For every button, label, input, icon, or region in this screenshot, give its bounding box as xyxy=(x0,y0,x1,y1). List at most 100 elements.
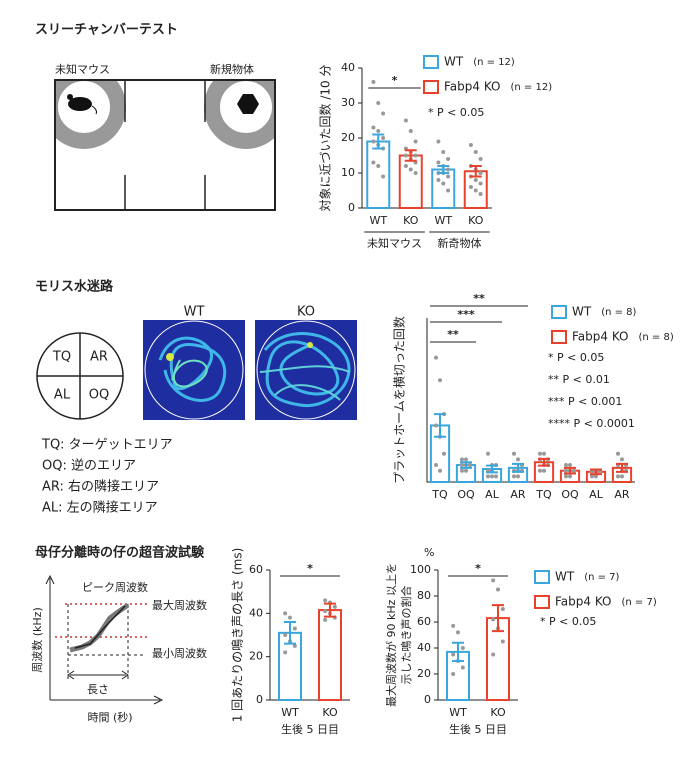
axis-label: 周波数 (kHz) xyxy=(31,607,44,673)
y-tick-label: 0 xyxy=(348,201,355,214)
bar xyxy=(366,140,391,209)
data-point xyxy=(516,457,520,462)
y-axis-label: 対象に近づいた回数 /10 分 xyxy=(318,65,333,212)
data-point xyxy=(323,609,328,614)
data-point xyxy=(438,378,442,383)
data-point xyxy=(563,468,568,473)
heatmap-label: KO xyxy=(297,305,315,320)
y-tick-label: 60 xyxy=(417,615,431,628)
error-bar xyxy=(564,466,576,475)
data-point xyxy=(563,474,568,479)
y-tick-label: 20 xyxy=(341,131,355,144)
legend-swatch xyxy=(534,595,550,609)
quadrant-label: AR xyxy=(90,350,108,365)
data-point xyxy=(459,468,464,473)
group-label: 未知マウス xyxy=(367,236,422,250)
label: 最大周波数 xyxy=(152,598,207,612)
x-tick-label: WT xyxy=(434,214,452,227)
data-point xyxy=(594,474,598,479)
y-axis-label: 1 回あたりの鳴き声の長さ (ms) xyxy=(231,548,245,723)
data-point xyxy=(473,150,478,154)
significance-label: * xyxy=(392,74,398,87)
data-point xyxy=(460,665,465,670)
data-point xyxy=(542,468,546,473)
data-point xyxy=(376,129,381,133)
chamber-walls xyxy=(124,80,206,210)
data-point xyxy=(436,178,441,182)
section-title: 母仔分離時の仔の超音波試験 xyxy=(35,545,205,561)
data-point xyxy=(451,652,456,657)
data-point xyxy=(433,463,438,468)
bar xyxy=(318,609,342,701)
error-bar xyxy=(437,165,450,174)
x-tick-label: WT xyxy=(281,706,299,719)
annotation: * P < 0.05 xyxy=(540,615,596,628)
significance-label: ** xyxy=(473,292,485,305)
data-point xyxy=(371,80,376,84)
data-point xyxy=(446,188,451,193)
error-bar xyxy=(590,468,602,476)
data-point xyxy=(485,451,490,456)
x-tick-label: AR xyxy=(510,488,526,501)
data-point xyxy=(620,474,624,479)
heatmap xyxy=(255,320,357,420)
legend-n: (n = 12) xyxy=(473,57,515,68)
label: 最小周波数 xyxy=(152,647,207,660)
data-point xyxy=(451,623,456,628)
data-point xyxy=(537,468,542,473)
data-point xyxy=(436,139,441,144)
data-point xyxy=(442,451,447,456)
definition: AR: 右の隣接エリア xyxy=(42,479,159,495)
section-title: スリーチャンバーテスト xyxy=(35,23,178,38)
mouse-icon xyxy=(67,94,97,115)
error-bar xyxy=(372,133,385,150)
x-tick-label: KO xyxy=(490,706,506,719)
data-point xyxy=(615,474,620,479)
error-bar xyxy=(486,464,498,474)
data-point xyxy=(371,139,376,144)
annotation: ** P < 0.01 xyxy=(548,373,610,386)
annotation: **** P < 0.0001 xyxy=(548,417,635,430)
significance-label: ** xyxy=(447,328,459,341)
x-tick-label: OQ xyxy=(457,488,475,501)
data-point xyxy=(403,164,408,168)
data-point xyxy=(563,463,568,468)
legend-swatch xyxy=(534,570,550,584)
bar xyxy=(398,154,423,209)
data-point xyxy=(323,598,328,603)
y-axis-label: 最大周波数が 90 kHz 以上を xyxy=(384,563,398,707)
legend-swatch xyxy=(423,80,439,94)
x-tick-label: WT xyxy=(369,214,387,227)
annotation: * P < 0.05 xyxy=(428,106,484,119)
x-axis-label: 生後 5 日目 xyxy=(281,722,339,736)
data-point xyxy=(292,626,297,631)
data-point xyxy=(446,174,451,179)
data-point xyxy=(464,457,468,462)
significance-label: * xyxy=(307,562,313,575)
data-point xyxy=(478,192,483,196)
x-tick-label: KO xyxy=(468,214,484,227)
y-tick-label: 0 xyxy=(256,693,263,706)
data-point xyxy=(494,474,499,479)
data-point xyxy=(433,423,438,428)
definition: TQ: ターゲットエリア xyxy=(41,438,173,453)
data-point xyxy=(478,181,483,186)
data-point xyxy=(371,125,376,130)
quadrant-label: AL xyxy=(54,388,71,403)
heatmap xyxy=(143,320,245,420)
label: ピーク周波数 xyxy=(82,581,148,594)
data-point xyxy=(408,167,413,172)
data-point xyxy=(376,164,381,168)
x-tick-label: TQ xyxy=(535,488,552,501)
error-bar xyxy=(452,641,464,662)
y-axis-label: プラットホームを横切った回数 xyxy=(392,316,407,484)
definition: AL: 左の隣接エリア xyxy=(42,500,158,516)
data-point xyxy=(283,650,288,655)
section-title: モリス水迷路 xyxy=(35,279,114,295)
legend-label: WT xyxy=(572,305,592,319)
axis-label: 時間 (秒) xyxy=(87,710,132,724)
definition: OQ: 逆のエリア xyxy=(42,458,136,474)
error-bar xyxy=(616,462,628,473)
data-point xyxy=(451,672,456,676)
data-point xyxy=(403,153,408,158)
